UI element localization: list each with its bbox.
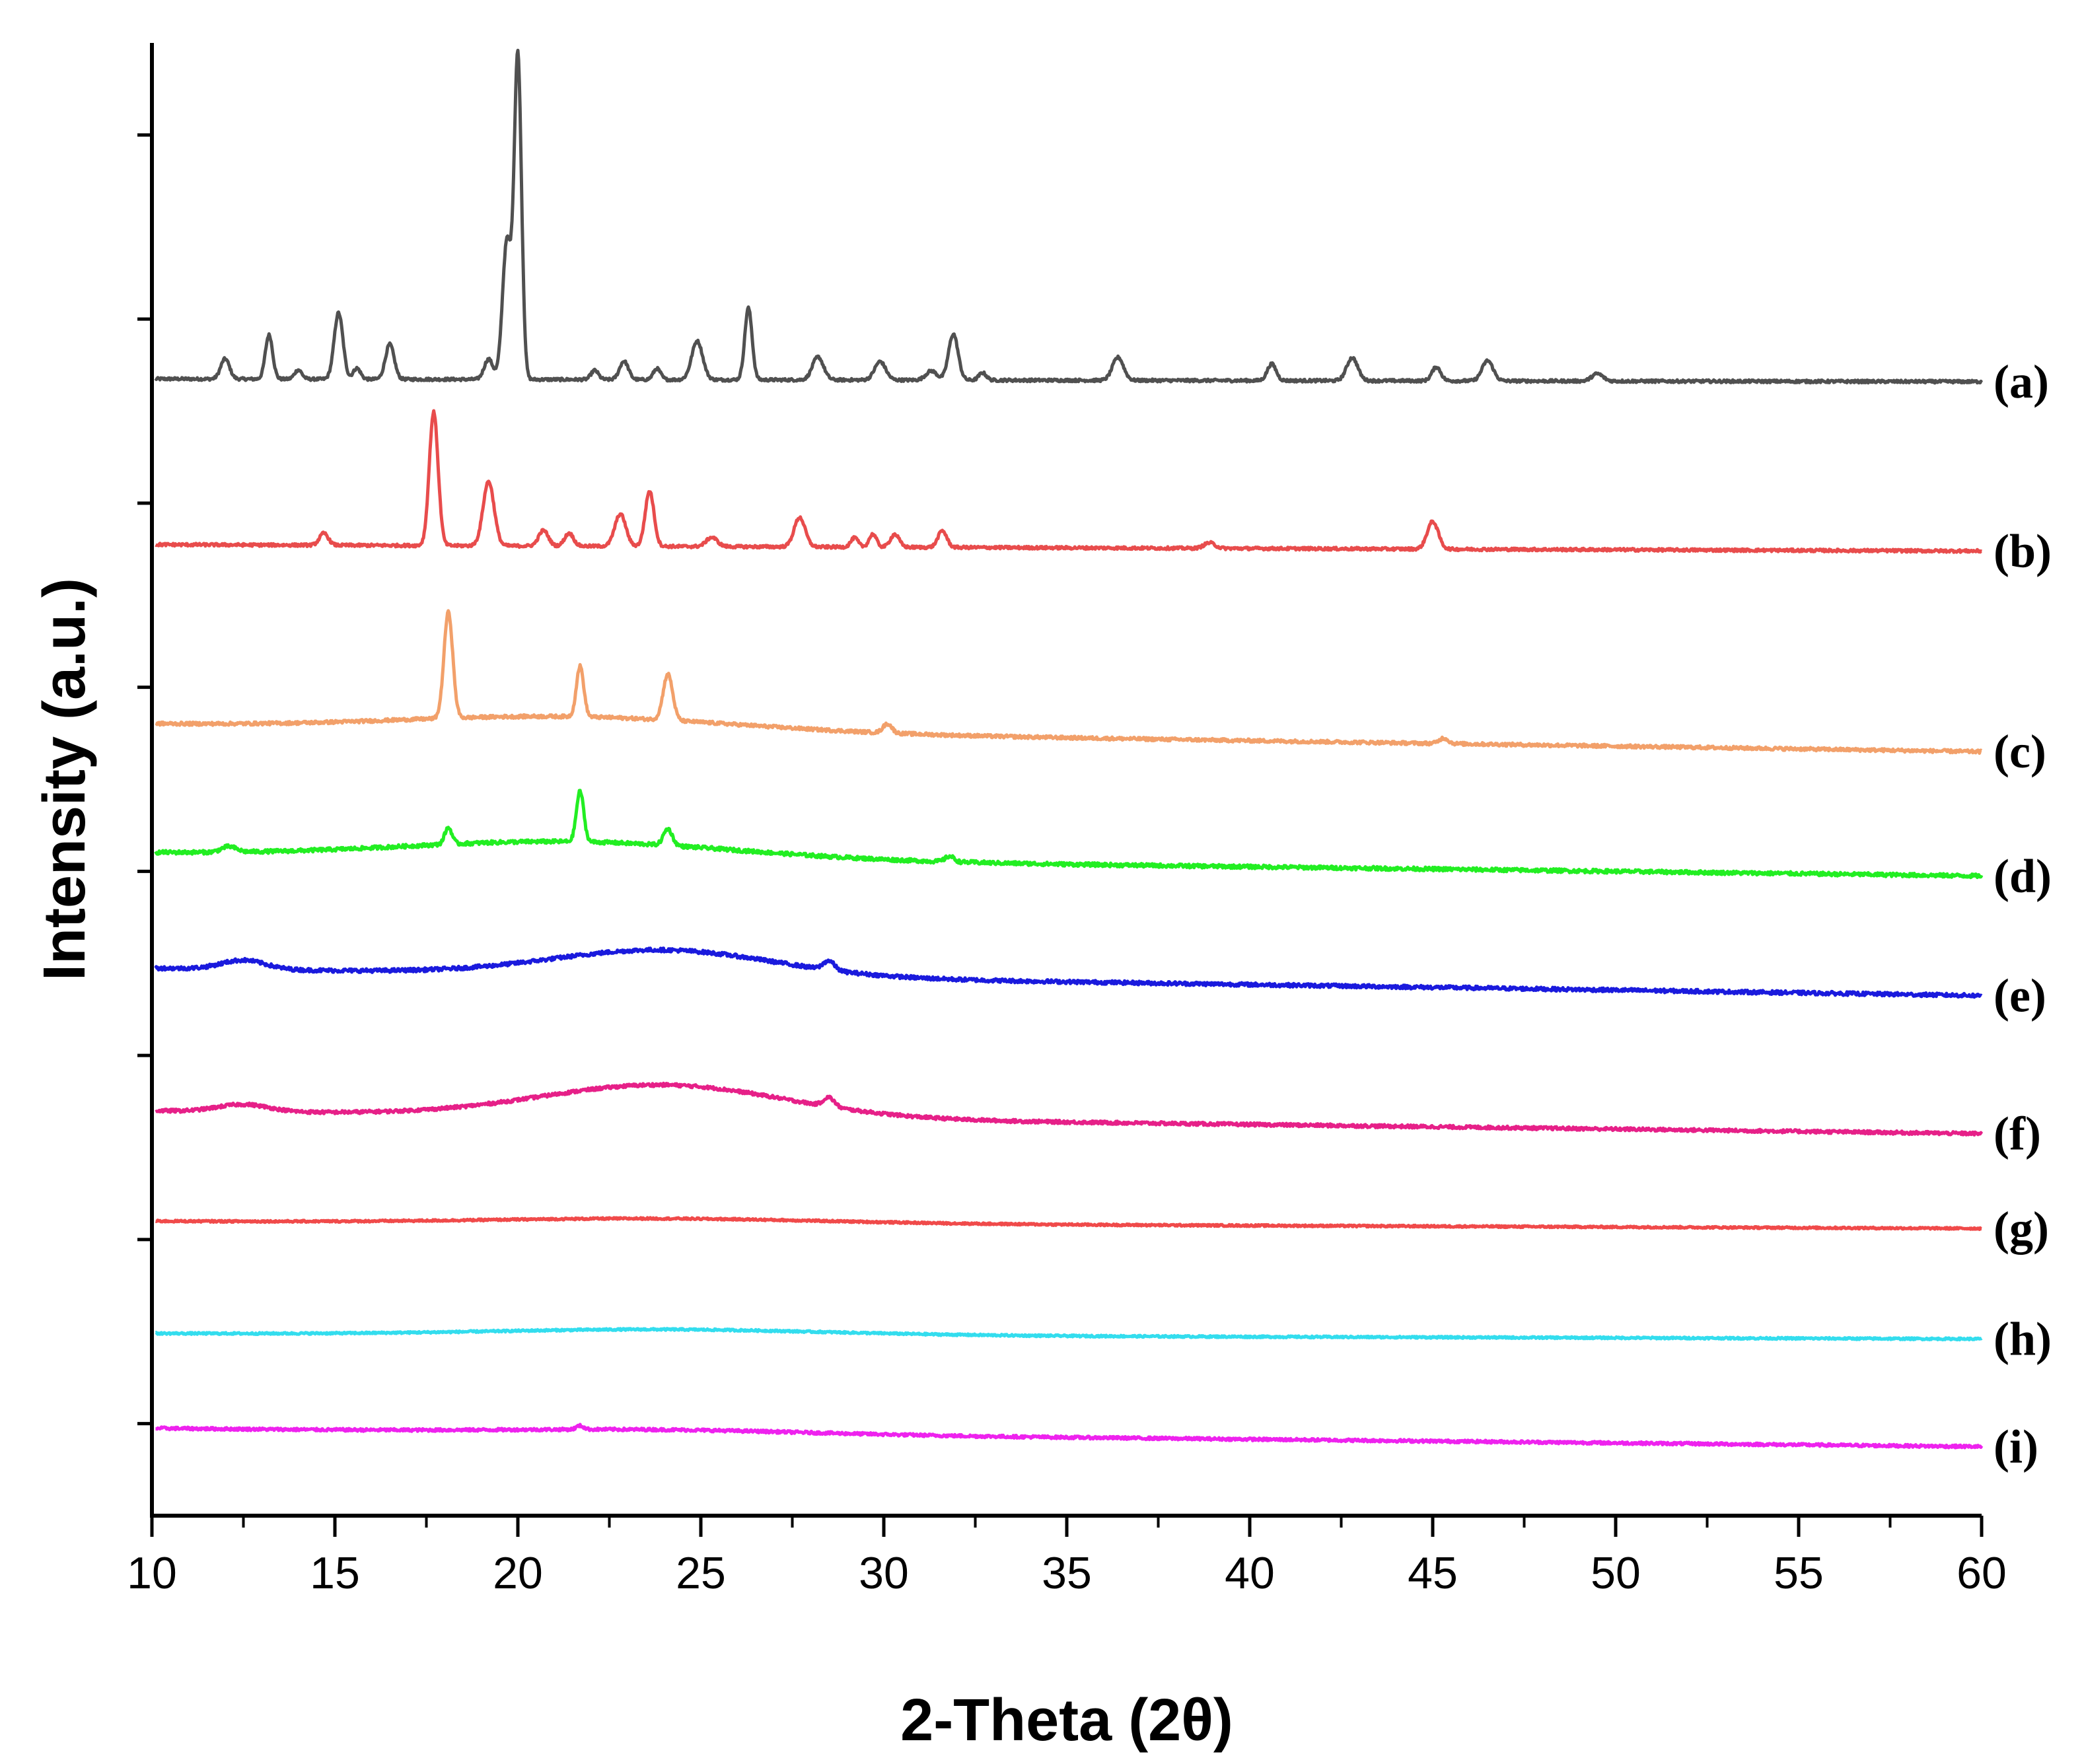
x-tick-label: 30 bbox=[859, 1548, 909, 1598]
x-axis-title: 2-Theta (2θ) bbox=[900, 1687, 1233, 1753]
series-label: (i) bbox=[1994, 1420, 2038, 1473]
series-line-9 bbox=[155, 1423, 1984, 1450]
series-label: (b) bbox=[1994, 524, 2052, 577]
x-tick-label: 50 bbox=[1591, 1548, 1641, 1598]
y-axis-title: Intensity (a.u.) bbox=[32, 578, 98, 981]
x-tick-label: 45 bbox=[1408, 1548, 1458, 1598]
x-tick-label: 15 bbox=[310, 1548, 360, 1598]
series-label: (c) bbox=[1994, 725, 2046, 778]
x-tick-label: 25 bbox=[676, 1548, 726, 1598]
series-line-7 bbox=[155, 1216, 1983, 1231]
series-line-4 bbox=[154, 789, 1984, 880]
x-tick-label: 20 bbox=[493, 1548, 543, 1598]
series-label: (f) bbox=[1994, 1108, 2041, 1160]
series-line-3 bbox=[155, 609, 1983, 755]
x-tick-label: 60 bbox=[1957, 1548, 2007, 1598]
x-tick-label: 10 bbox=[127, 1548, 177, 1598]
series-line-8 bbox=[155, 1327, 1983, 1342]
series-label: (d) bbox=[1994, 849, 2052, 902]
series-label: (e) bbox=[1994, 970, 2046, 1022]
series-label: (h) bbox=[1994, 1312, 2052, 1365]
series-label: (a) bbox=[1994, 355, 2049, 408]
x-tick-label: 55 bbox=[1774, 1548, 1824, 1598]
x-tick-label: 35 bbox=[1042, 1548, 1092, 1598]
series-line-5 bbox=[154, 946, 1983, 999]
series-label: (g) bbox=[1994, 1202, 2049, 1255]
series-line-2 bbox=[155, 409, 1983, 554]
x-tick-label: 40 bbox=[1225, 1548, 1275, 1598]
series-line-1 bbox=[154, 48, 1984, 385]
series-line-6 bbox=[155, 1081, 1984, 1137]
